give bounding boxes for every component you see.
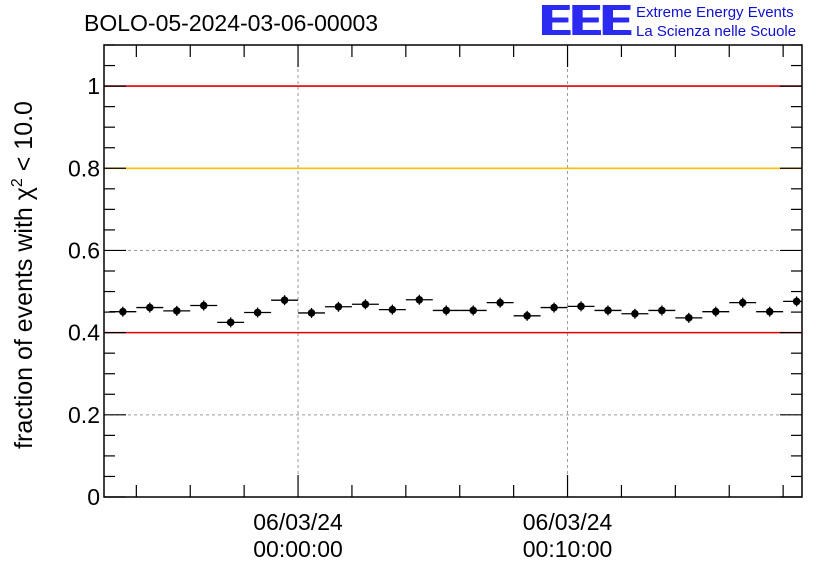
point-marker xyxy=(765,307,774,316)
data-point xyxy=(217,317,245,328)
data-point xyxy=(621,308,649,319)
data-point xyxy=(271,295,299,306)
point-marker xyxy=(361,300,370,309)
y-axis-label-suffix: < 10.0 xyxy=(10,101,38,178)
point-marker xyxy=(685,314,693,322)
data-point xyxy=(136,302,164,313)
point-marker xyxy=(496,298,504,307)
y-tick-label: 0.2 xyxy=(68,402,100,428)
data-point xyxy=(567,301,595,312)
axis-ticks xyxy=(104,44,802,498)
x-tick-label-date: 06/03/24 xyxy=(523,509,613,535)
y-axis-label-sup: 2 xyxy=(9,178,26,187)
data-point xyxy=(756,306,784,317)
y-axis-label: fraction of events with χ2 < 10.0 xyxy=(9,101,38,449)
point-marker xyxy=(119,307,127,316)
data-point xyxy=(378,304,406,315)
point-marker xyxy=(226,318,235,327)
x-tick-label-time: 00:00:00 xyxy=(253,536,343,562)
logo-line-1: Extreme Energy Events xyxy=(636,4,794,21)
y-tick-label: 0.8 xyxy=(68,155,100,181)
point-marker xyxy=(604,306,612,315)
data-point xyxy=(594,305,622,316)
plot-frame xyxy=(103,44,803,498)
data-point xyxy=(459,305,487,316)
data-points xyxy=(109,294,802,328)
point-marker xyxy=(307,309,316,317)
point-marker xyxy=(631,309,639,318)
data-point xyxy=(648,305,676,316)
y-axis-label-prefix: fraction of events with xyxy=(10,200,38,449)
point-marker xyxy=(550,303,558,312)
data-point xyxy=(244,307,272,318)
point-marker xyxy=(711,307,720,316)
data-point xyxy=(109,306,137,317)
point-marker xyxy=(469,306,478,315)
data-point xyxy=(513,310,541,321)
point-marker xyxy=(334,302,343,311)
data-point xyxy=(729,297,757,308)
axis-labels: 00.20.40.60.8106/03/2400:00:0006/03/2400… xyxy=(68,73,612,562)
data-point xyxy=(405,294,433,305)
point-marker xyxy=(253,308,262,317)
data-point xyxy=(486,297,514,308)
data-point xyxy=(702,306,730,317)
point-marker xyxy=(415,295,424,304)
y-tick-label: 0.4 xyxy=(68,320,100,346)
y-tick-label: 0 xyxy=(87,484,100,510)
point-marker xyxy=(577,302,585,311)
logo-line-2: La Scienza nelle Scuole xyxy=(636,23,797,40)
y-tick-label: 0.6 xyxy=(68,237,100,263)
point-marker xyxy=(388,305,397,314)
point-marker xyxy=(523,311,531,320)
data-point xyxy=(783,296,802,307)
point-marker xyxy=(199,301,208,310)
data-point xyxy=(298,307,325,318)
data-point xyxy=(432,305,460,316)
y-tick-label: 1 xyxy=(87,73,100,99)
point-marker xyxy=(442,306,451,315)
point-marker xyxy=(280,296,289,304)
point-marker xyxy=(738,298,747,307)
data-point xyxy=(163,305,191,316)
data-point xyxy=(351,299,379,310)
grid-lines xyxy=(104,45,802,497)
data-point xyxy=(324,301,352,312)
point-marker xyxy=(658,306,666,315)
x-tick-label-time: 00:10:00 xyxy=(523,536,613,562)
chart-title: BOLO-05-2024-03-06-00003 xyxy=(84,10,379,36)
data-point xyxy=(540,302,568,313)
point-marker xyxy=(146,303,154,312)
point-marker xyxy=(172,307,181,315)
data-point xyxy=(190,300,218,311)
eee-logo-text: Extreme Energy Events La Scienza nelle S… xyxy=(636,3,796,41)
x-tick-label-date: 06/03/24 xyxy=(253,509,343,535)
point-marker xyxy=(792,297,801,306)
reference-lines xyxy=(104,85,802,334)
eee-logo-mark: EEE xyxy=(541,0,633,45)
y-axis-label-symbol: χ xyxy=(10,187,38,200)
data-point xyxy=(675,312,703,323)
